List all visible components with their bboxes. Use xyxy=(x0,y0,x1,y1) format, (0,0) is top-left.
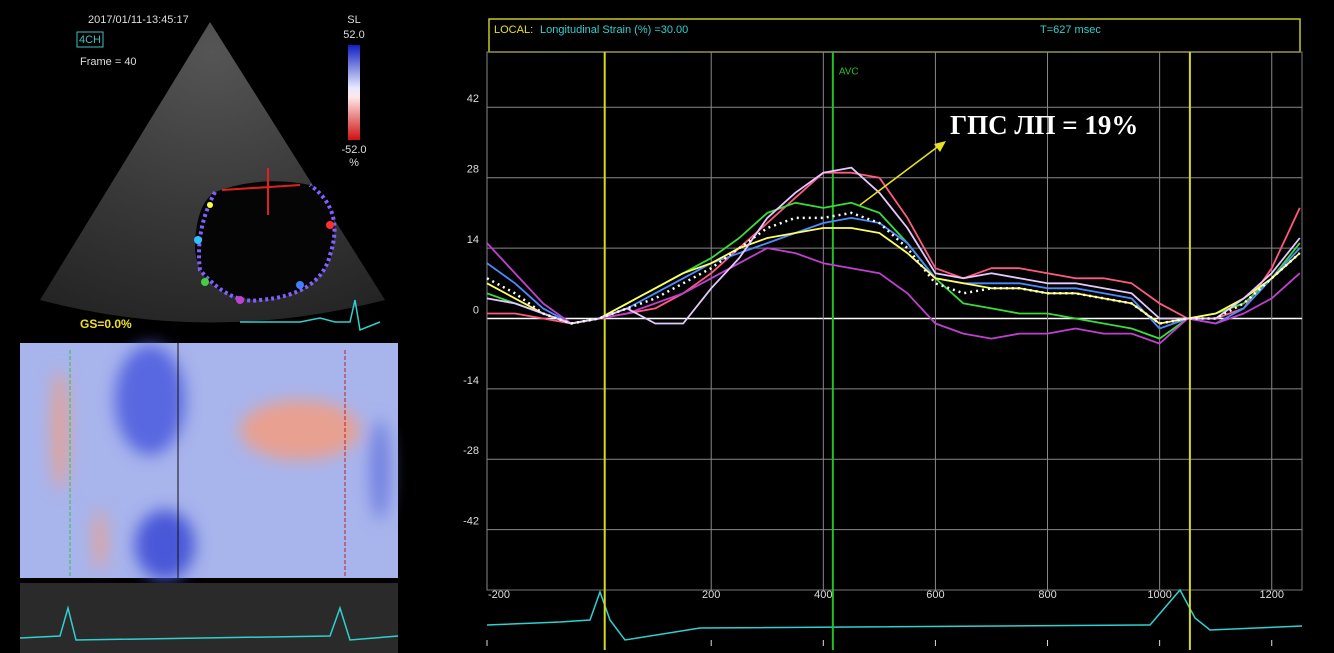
tracking-point xyxy=(201,278,209,286)
x-tick-label: 400 xyxy=(814,589,832,601)
tracking-point xyxy=(194,236,202,244)
timestamp: 2017/01/11-13:45:17 xyxy=(88,14,189,26)
scale-unit: % xyxy=(349,157,359,169)
event-label: AVC xyxy=(839,67,859,78)
annotation: ГПС ЛП = 19% xyxy=(950,110,1138,140)
ecg-panel-background xyxy=(20,583,398,653)
scale-max: 52.0 xyxy=(343,29,364,41)
strain-map-background xyxy=(20,343,398,578)
tracking-point xyxy=(326,221,334,229)
y-tick-label: 42 xyxy=(467,93,479,105)
scale-label: SL xyxy=(347,14,360,26)
y-tick-label: 0 xyxy=(473,304,479,316)
strain-map xyxy=(20,343,398,580)
color-scale xyxy=(348,45,360,140)
scale-min: -52.0 xyxy=(341,144,366,156)
tracking-point xyxy=(296,281,304,289)
y-tick-label: 28 xyxy=(467,164,479,176)
header-measure: Longitudinal Strain (%) =30.00 xyxy=(540,24,688,36)
y-tick-label: 14 xyxy=(467,234,479,246)
header-time: T=627 msec xyxy=(1040,24,1101,36)
x-tick-label: -200 xyxy=(488,589,510,601)
y-tick-label: -42 xyxy=(463,516,479,528)
ecg-panel xyxy=(20,583,398,653)
screen: 2017/01/11-13:45:17 4CH Frame = 40 SL 52… xyxy=(0,0,1334,653)
x-tick-label: 800 xyxy=(1038,589,1056,601)
tracking-point xyxy=(236,296,244,304)
frame-label: Frame = 40 xyxy=(80,56,137,68)
x-tick-label: 1200 xyxy=(1259,589,1283,601)
y-tick-label: -14 xyxy=(463,375,479,387)
header-mode: LOCAL: xyxy=(494,24,533,36)
y-tick-label: -28 xyxy=(463,445,479,457)
page: 2017/01/11-13:45:17 4CH Frame = 40 SL 52… xyxy=(0,0,1334,653)
view-label: 4CH xyxy=(79,34,101,46)
x-tick-label: 200 xyxy=(702,589,720,601)
tracking-point xyxy=(207,202,213,208)
global-strain: GS=0.0% xyxy=(80,317,132,331)
x-tick-label: 600 xyxy=(926,589,944,601)
x-tick-label: 1000 xyxy=(1147,589,1171,601)
